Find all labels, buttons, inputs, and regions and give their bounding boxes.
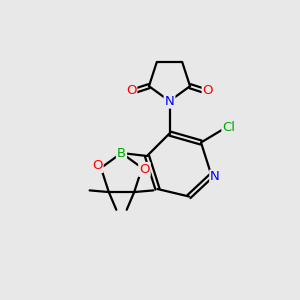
Text: O: O [92, 159, 103, 172]
Text: B: B [117, 146, 126, 160]
Text: N: N [210, 170, 220, 184]
Text: O: O [202, 85, 213, 98]
Text: N: N [165, 94, 174, 108]
Text: O: O [139, 163, 150, 176]
Text: Cl: Cl [222, 121, 236, 134]
Text: O: O [126, 85, 136, 98]
